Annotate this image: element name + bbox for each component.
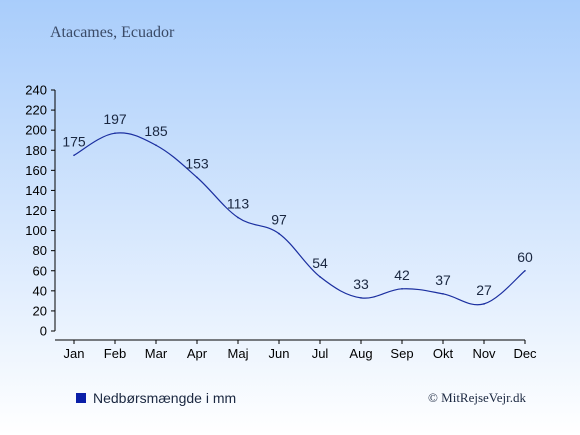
chart-title: Atacames, Ecuador [50, 24, 175, 41]
y-tick-label: 220 [25, 103, 47, 118]
y-tick-label: 0 [40, 324, 47, 339]
data-label: 42 [394, 267, 410, 283]
data-point [155, 144, 157, 147]
x-tick-label: Jul [312, 346, 329, 361]
y-tick-label: 180 [25, 143, 47, 158]
data-point [524, 269, 526, 272]
x-tick-label: Sep [390, 346, 413, 361]
data-label: 37 [435, 272, 451, 288]
copyright-text: © MitRejseVejr.dk [428, 390, 526, 405]
y-tick-label: 100 [25, 223, 47, 238]
x-tick-label: Mar [145, 346, 168, 361]
legend: Nedbørsmængde i mm [76, 390, 236, 406]
series-layer: 175 197 185 153 113 97 54 33 42 37 27 60 [62, 111, 533, 306]
x-tick-label: Dec [513, 346, 537, 361]
data-point [319, 275, 321, 278]
data-point [237, 216, 239, 219]
y-tick-label: 40 [33, 283, 47, 298]
y-tick-label: 20 [33, 303, 47, 318]
y-tick-label: 160 [25, 163, 47, 178]
y-tick-label: 120 [25, 203, 47, 218]
data-point [483, 303, 485, 305]
data-label: 27 [476, 282, 492, 298]
data-label: 54 [312, 255, 328, 271]
x-tick-label: Aug [349, 346, 372, 361]
axes: 0 20 40 60 80 100 120 140 160 180 200 220 240 Jan Feb M… [25, 83, 537, 362]
data-label: 33 [353, 276, 369, 292]
x-tick-label: Jun [269, 346, 290, 361]
data-point [442, 293, 444, 295]
data-label: 185 [144, 123, 168, 139]
x-tick-label: Okt [433, 346, 454, 361]
series-line [73, 132, 526, 306]
data-label: 60 [517, 249, 533, 265]
data-point [360, 297, 362, 299]
data-label: 113 [227, 196, 250, 212]
data-label: 197 [103, 111, 127, 127]
y-tick-label: 200 [25, 123, 47, 138]
x-tick-label: Maj [228, 346, 249, 361]
x-tick-label: Feb [104, 346, 126, 361]
legend-label: Nedbørsmængde i mm [93, 390, 236, 406]
data-label: 97 [271, 212, 287, 228]
data-point [196, 176, 198, 179]
data-label: 153 [185, 155, 209, 171]
y-tick-label: 60 [33, 263, 47, 278]
y-tick-label: 80 [33, 243, 47, 258]
x-tick-label: Jan [64, 346, 85, 361]
data-point [278, 232, 280, 235]
data-point [114, 132, 116, 134]
data-point [73, 154, 75, 157]
y-tick-label: 140 [25, 183, 47, 198]
data-label: 175 [62, 133, 86, 149]
x-tick-label: Apr [187, 346, 208, 361]
x-tick-label: Nov [472, 346, 496, 361]
legend-marker [76, 393, 86, 403]
data-point [401, 288, 403, 290]
y-tick-label: 240 [25, 83, 47, 98]
